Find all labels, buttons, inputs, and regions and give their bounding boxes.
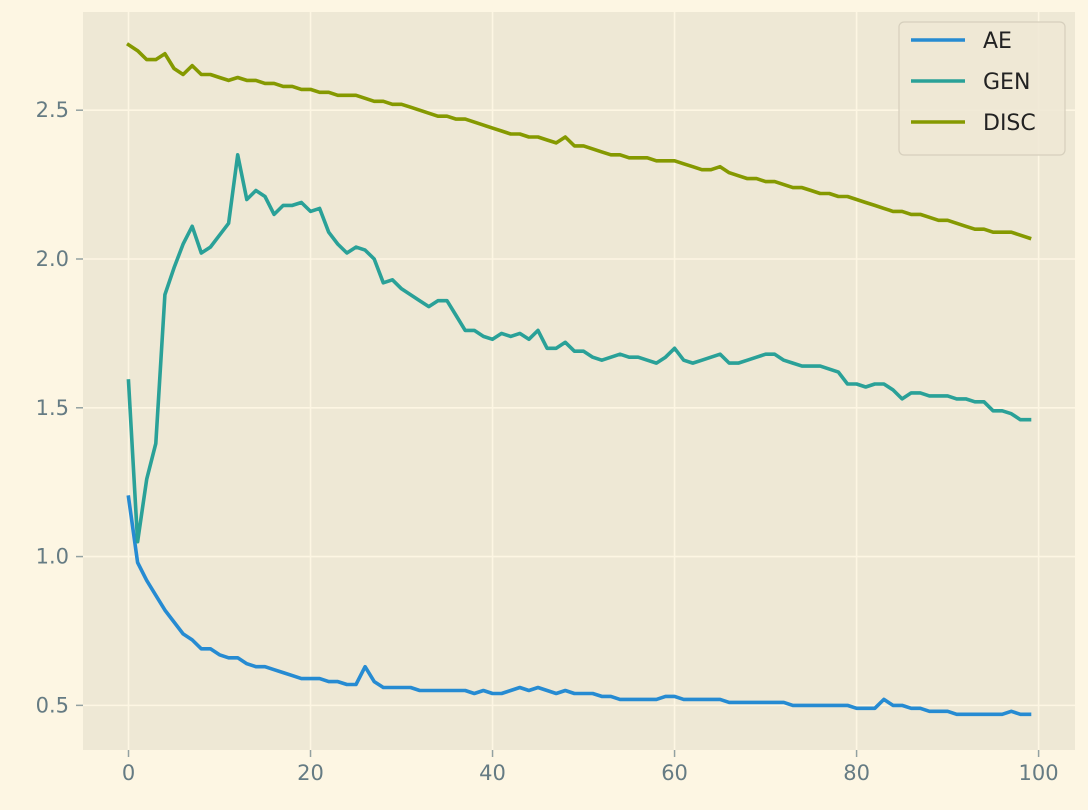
x-tick-label: 80 <box>843 761 870 785</box>
x-tick-label: 100 <box>1019 761 1059 785</box>
series-line-disc <box>126 42 1032 241</box>
legend: AE GEN DISC <box>898 21 1066 156</box>
axis-ticks: 0 20 40 60 80 100 0.5 1.0 1.5 2.0 2.5 <box>36 98 1059 785</box>
y-tick-label: 2.0 <box>36 247 69 271</box>
legend-label-ae: AE <box>983 29 1012 54</box>
series-lines <box>126 42 1032 717</box>
x-tick-label: 20 <box>297 761 324 785</box>
y-tick-label: 0.5 <box>36 693 69 717</box>
legend-label-gen: GEN <box>983 70 1030 95</box>
x-tick-label: 40 <box>479 761 506 785</box>
series-line-ae <box>126 495 1032 717</box>
series-line-gen <box>126 153 1032 544</box>
x-tick-label: 0 <box>122 761 135 785</box>
legend-label-disc: DISC <box>983 111 1036 136</box>
y-tick-label: 2.5 <box>36 98 69 122</box>
legend-box <box>898 21 1066 156</box>
x-tick-label: 60 <box>661 761 688 785</box>
y-tick-label: 1.5 <box>36 396 69 420</box>
y-tick-label: 1.0 <box>36 545 69 569</box>
